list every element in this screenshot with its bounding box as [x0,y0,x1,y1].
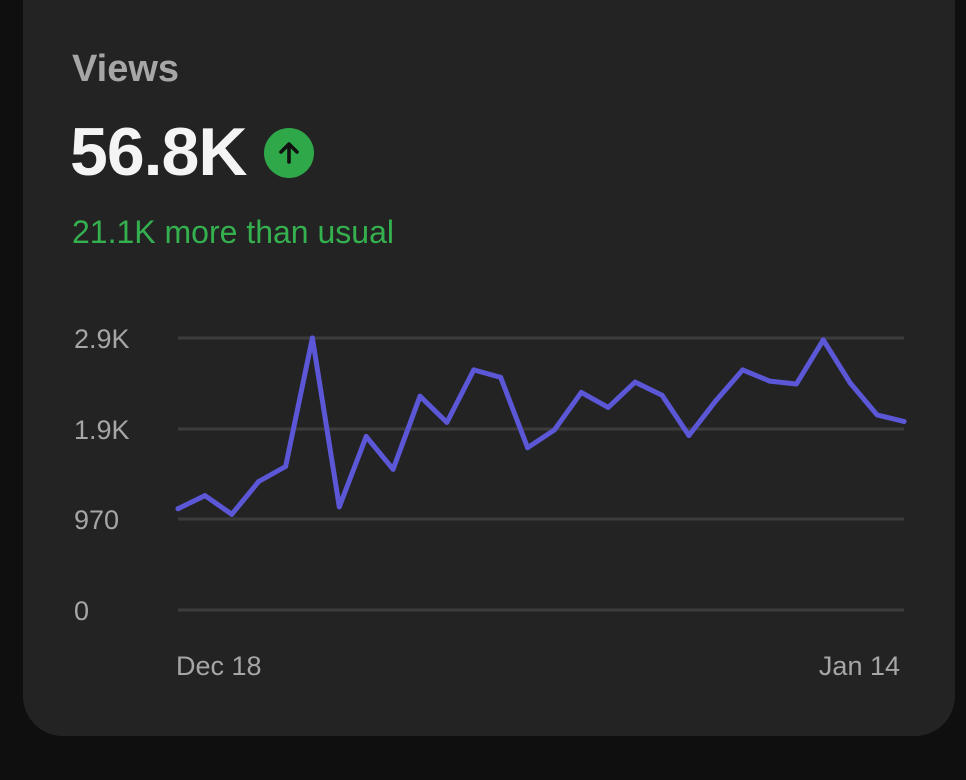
data-point [471,367,477,373]
card-title: Views [72,48,180,90]
value-row: 56.8K [70,112,315,192]
data-point [363,434,369,439]
data-point [632,379,638,385]
data-point [390,466,396,472]
data-point [202,493,208,499]
arrow-up-icon [264,128,315,178]
views-card [23,0,955,736]
data-point [713,398,719,404]
data-point [605,404,611,410]
data-point [229,511,235,517]
data-point [498,374,504,380]
x-tick-label: Dec 18 [176,651,262,681]
data-point [175,506,181,512]
y-tick-label: 0 [74,596,89,626]
data-point [874,412,880,418]
y-tick-label: 2.9K [74,324,130,354]
y-axis-labels: 0 970 1.9K 2.9K [74,324,130,626]
x-tick-label: Jan 14 [819,651,900,681]
data-point [659,392,665,398]
data-point [525,445,531,451]
x-axis-labels: Dec 18 Jan 14 [176,651,900,681]
views-value: 56.8K [70,114,247,190]
data-point [901,419,907,424]
data-point [283,464,289,469]
data-point [686,433,692,438]
data-point [336,504,342,510]
data-point [793,381,799,387]
series-line-0 [175,335,907,517]
series-layer [175,335,907,517]
data-point [444,419,450,425]
data-point [740,367,746,373]
data-point [309,335,315,341]
data-point [256,479,262,484]
y-tick-label: 1.9K [74,415,130,445]
comparison-text: 21.1K more than usual [72,214,394,250]
data-point [847,380,853,386]
data-point [767,378,773,384]
y-tick-label: 970 [74,505,119,535]
data-point [820,337,826,343]
data-point [551,427,557,433]
grid-lines [178,336,904,612]
data-point [578,389,584,395]
data-point [417,393,423,399]
